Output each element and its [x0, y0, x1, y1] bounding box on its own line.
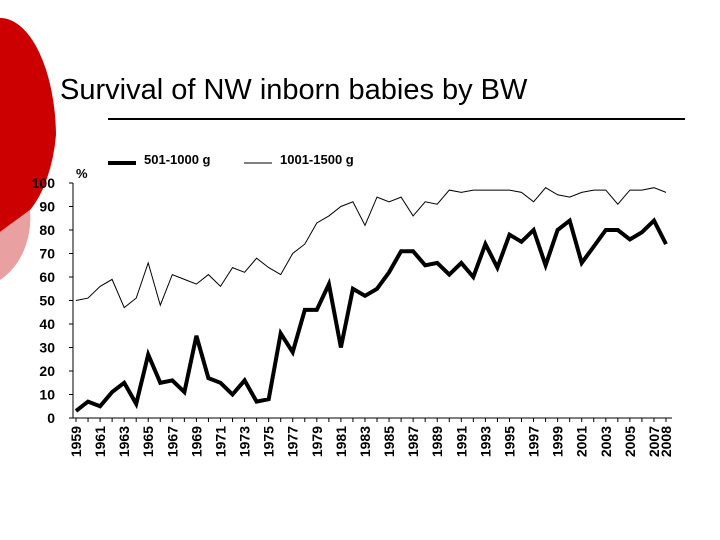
x-tick-label: 1995: [501, 426, 517, 457]
line-chart: 0 10 20 30 40 50 60 70 80 90 100 1959 1961 1963 1965 1…: [32, 152, 674, 457]
x-tick-label: 1997: [526, 426, 542, 457]
y-tick-label: 50: [39, 293, 55, 309]
x-tick-label: 2007: [646, 426, 662, 457]
y-tick-label: 100: [32, 175, 56, 191]
x-tick-label: 1975: [261, 426, 277, 457]
corner-red-block: [0, 135, 56, 232]
corner-pink-arc: [0, 210, 31, 280]
y-tick-label: 0: [47, 410, 55, 426]
x-tick-label: 1969: [188, 426, 204, 457]
x-tick-label: 1961: [92, 426, 108, 457]
x-tick-label: 2005: [622, 426, 638, 457]
y-tick-label: 90: [39, 199, 55, 215]
x-tick-label: 1965: [140, 426, 156, 457]
x-tick-label: 2003: [598, 426, 614, 457]
series-line-thick: [74, 217, 668, 413]
x-tick-label: 1991: [453, 426, 469, 457]
y-tick-label: 80: [39, 222, 55, 238]
x-tick-label: 1985: [381, 426, 397, 457]
slide-title: Survival of NW inborn babies by BW: [60, 74, 528, 106]
x-tick-label: 1971: [212, 426, 228, 457]
x-tick-label: 1989: [429, 426, 445, 457]
y-tick-label: 40: [39, 316, 55, 332]
y-tick-label: 20: [39, 363, 55, 379]
title-underline: [108, 118, 685, 120]
x-tick-label: 1987: [405, 426, 421, 457]
x-tick-label: 1977: [285, 426, 301, 457]
x-tick-label: 1979: [309, 426, 325, 457]
series-line-thin: [75, 187, 667, 309]
y-axis-label: %: [76, 166, 88, 181]
x-tick-label: 1973: [237, 426, 253, 457]
x-tick-label: 2008: [658, 426, 674, 457]
x-tick-label: 2001: [574, 426, 590, 457]
x-tick-label: 1993: [477, 426, 493, 457]
y-tick-label: 70: [39, 246, 55, 262]
legend-label: 501-1000 g: [144, 152, 211, 167]
legend-label: 1001-1500 g: [280, 152, 354, 167]
x-tick-label: 1981: [333, 426, 349, 457]
x-tick-label: 1963: [116, 426, 132, 457]
x-tick-label: 1967: [164, 426, 180, 457]
y-tick-label: 10: [39, 387, 55, 403]
y-tick-label: 60: [39, 269, 55, 285]
corner-red-arc: [0, 17, 56, 136]
x-tick-label: 1959: [68, 426, 84, 457]
x-tick-label: 1983: [357, 426, 373, 457]
x-tick-label: 1999: [550, 426, 566, 457]
chart-legend: 501-1000 g 1001-1500 g: [108, 152, 354, 167]
y-tick-label: 30: [39, 340, 55, 356]
